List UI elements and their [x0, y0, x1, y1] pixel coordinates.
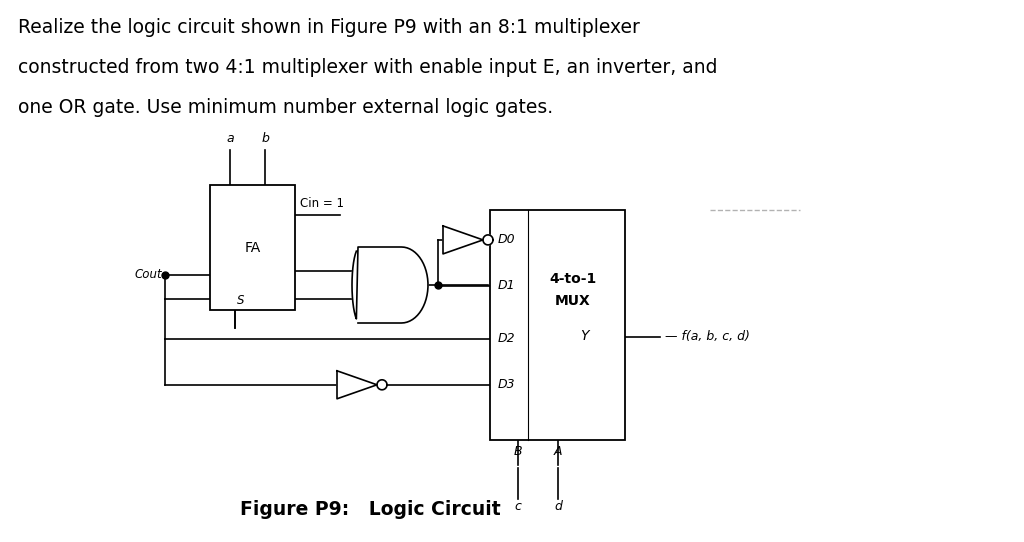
Polygon shape [337, 371, 377, 399]
Polygon shape [490, 210, 625, 440]
Text: D1: D1 [498, 279, 516, 292]
Text: d: d [554, 500, 562, 513]
Text: 4-to-1: 4-to-1 [549, 272, 596, 286]
Text: Cin = 1: Cin = 1 [300, 197, 344, 210]
Polygon shape [377, 380, 387, 390]
Text: MUX: MUX [555, 294, 591, 308]
Text: a: a [226, 132, 233, 145]
Text: one OR gate. Use minimum number external logic gates.: one OR gate. Use minimum number external… [18, 98, 553, 117]
Polygon shape [443, 226, 483, 254]
Text: A: A [554, 445, 562, 458]
Text: — f(a, b, c, d): — f(a, b, c, d) [665, 330, 750, 343]
Text: Y: Y [580, 330, 589, 344]
Text: FA: FA [245, 241, 261, 255]
Polygon shape [210, 185, 295, 310]
Text: D2: D2 [498, 332, 516, 345]
Text: c: c [515, 500, 521, 513]
Text: Figure P9:   Logic Circuit: Figure P9: Logic Circuit [240, 500, 501, 519]
Text: S: S [237, 294, 245, 307]
Polygon shape [483, 235, 493, 245]
Text: constructed from two 4:1 multiplexer with enable input E, an inverter, and: constructed from two 4:1 multiplexer wit… [18, 58, 718, 77]
Text: D3: D3 [498, 378, 516, 391]
Text: Realize the logic circuit shown in Figure P9 with an 8:1 multiplexer: Realize the logic circuit shown in Figur… [18, 18, 640, 37]
Text: Cout: Cout [134, 268, 162, 281]
Text: D0: D0 [498, 234, 516, 247]
Polygon shape [352, 247, 428, 323]
Text: B: B [514, 445, 522, 458]
Text: b: b [261, 132, 269, 145]
